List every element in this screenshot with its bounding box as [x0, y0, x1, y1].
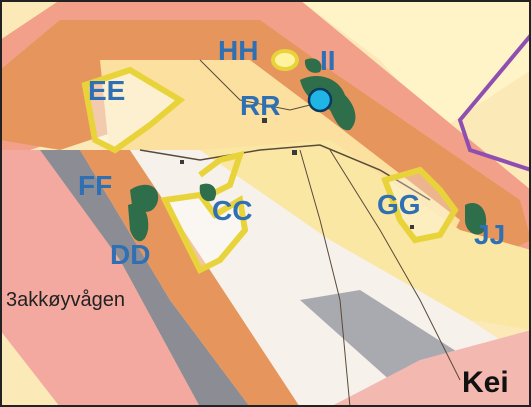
label-cc: CC	[212, 195, 252, 226]
road-name-label: 3akkøyvågen	[6, 289, 125, 311]
area-outline-ee	[81, 66, 186, 154]
green-patch-ii	[304, 58, 322, 73]
label-rr: RR	[240, 90, 280, 121]
green-patch-dd	[128, 203, 149, 242]
zone-grey-left	[40, 150, 250, 407]
green-patch-cc	[199, 183, 217, 202]
plan-boundary-line	[457, 33, 531, 172]
label-ff: FF	[78, 170, 112, 201]
label-jj: JJ	[474, 219, 505, 250]
zone-yellow-lower	[200, 140, 531, 330]
label-hh: HH	[218, 35, 258, 66]
road-line-3	[329, 149, 461, 381]
zone-light-yellow-ne	[300, 0, 531, 130]
road-line-1	[139, 144, 431, 201]
corner-label: Kei	[462, 366, 509, 399]
area-outline-hh	[271, 49, 299, 71]
area-outline-cc	[160, 191, 249, 275]
building-1	[262, 118, 267, 123]
label-ii: II	[320, 45, 336, 76]
zone-pink-left	[0, 150, 200, 407]
road-line-2	[299, 149, 351, 407]
area-outline-gg	[381, 166, 459, 244]
label-dd: DD	[110, 239, 150, 270]
label-gg: GG	[377, 189, 421, 220]
area-outline-cc-north	[198, 150, 245, 198]
zone-pink-bottom-right	[330, 330, 531, 407]
location-marker	[307, 87, 333, 113]
building-2	[292, 150, 297, 155]
label-ee: EE	[88, 75, 125, 106]
building-3	[180, 160, 184, 164]
green-patch-gg	[465, 202, 487, 235]
building-4	[410, 225, 414, 229]
